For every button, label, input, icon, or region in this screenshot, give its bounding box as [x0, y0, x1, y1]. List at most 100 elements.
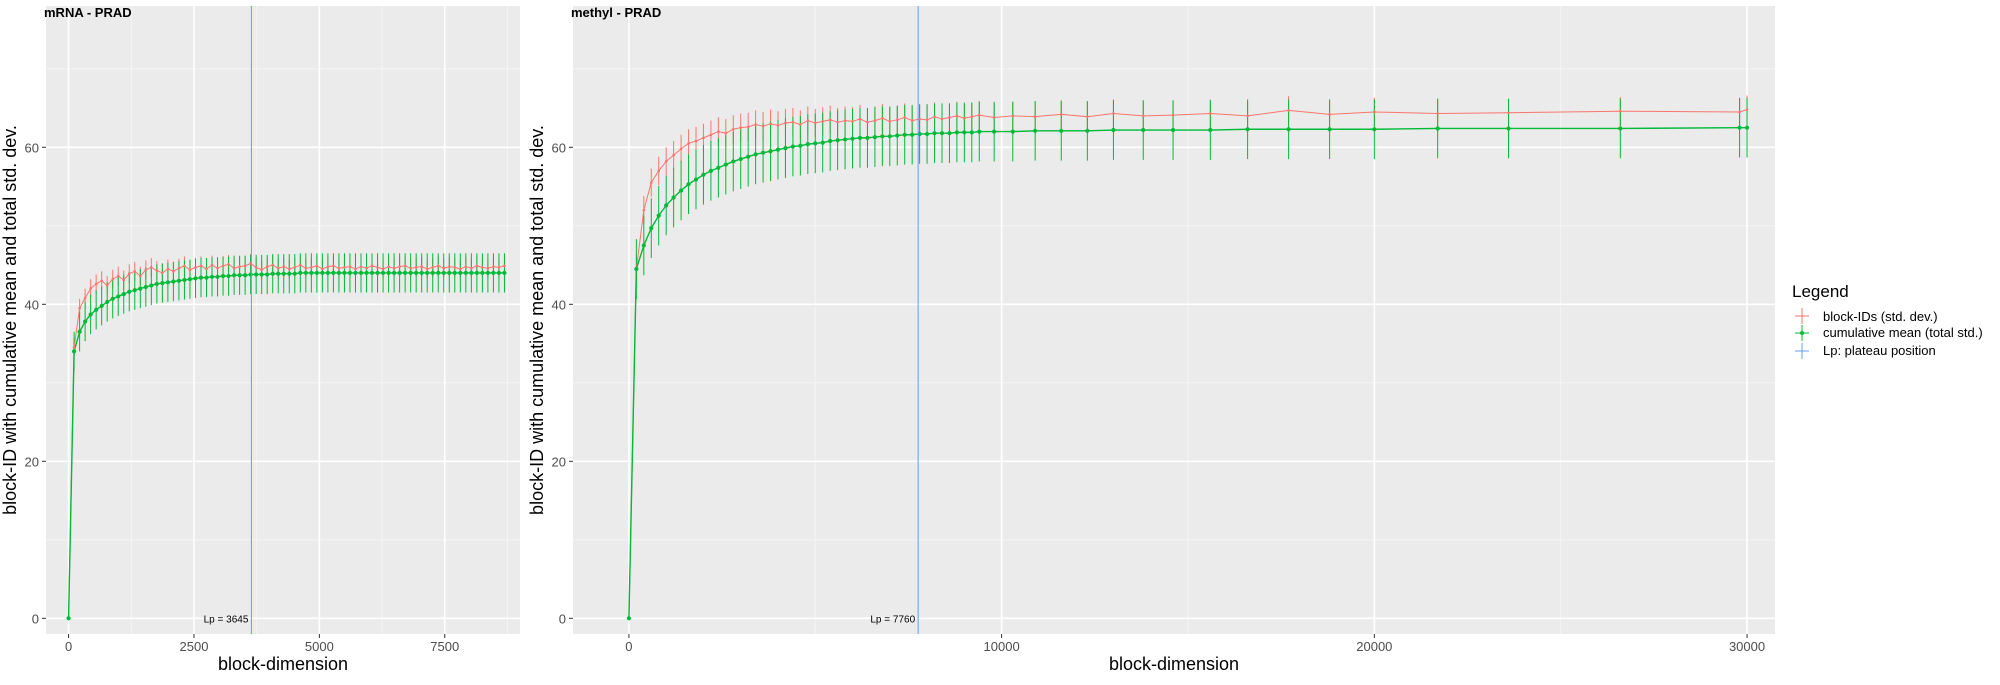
mean-point: [259, 272, 264, 277]
sd-point: [761, 124, 765, 128]
mean-point: [746, 154, 751, 159]
x-axis-label: block-dimension: [218, 654, 348, 674]
mean-point: [701, 172, 706, 177]
sd-point: [343, 266, 346, 269]
mean-point: [320, 270, 325, 275]
sd-point: [150, 266, 153, 269]
mean-point: [171, 279, 176, 284]
sd-point: [105, 284, 109, 287]
sd-point: [888, 120, 892, 123]
mean-point: [287, 271, 292, 276]
sd-point: [83, 296, 87, 300]
y-tick-label: 40: [25, 297, 39, 312]
mean-point: [83, 319, 88, 324]
mean-point: [226, 273, 231, 279]
sd-point: [724, 131, 728, 135]
sd-point: [895, 118, 899, 122]
sd-point: [127, 272, 131, 275]
sd-point: [1328, 113, 1331, 116]
sd-point: [866, 120, 869, 124]
sd-point: [332, 264, 335, 268]
sd-point: [464, 265, 468, 268]
sd-point: [486, 266, 490, 270]
mean-point: [237, 273, 242, 278]
mean-point: [775, 147, 781, 152]
mean-point: [1372, 127, 1377, 132]
sd-point: [453, 266, 457, 269]
sd-point: [769, 122, 772, 126]
mean-point: [686, 182, 691, 187]
legend-key-icon: [1795, 325, 1809, 341]
sd-point: [194, 266, 197, 269]
sd-point: [166, 267, 170, 271]
mean-point: [397, 270, 402, 275]
sd-point: [746, 125, 750, 129]
mean-point: [325, 270, 330, 275]
sd-point: [881, 116, 884, 120]
mean-point: [708, 168, 714, 173]
sd-point: [694, 139, 698, 143]
mean-point: [865, 135, 870, 140]
sd-point: [1033, 115, 1037, 118]
plateau-label: Lp = 3645: [204, 614, 249, 625]
y-axis-label: block-ID with cumulative mean and total …: [0, 125, 20, 515]
panel-methyl: 0 10000 20000 30000 0 20 40 60 methyl - PRAD bl…: [527, 5, 1775, 674]
sd-point: [739, 126, 743, 129]
mean-point: [154, 281, 159, 286]
sd-point: [470, 266, 473, 270]
mean-point: [160, 281, 165, 286]
sd-point: [122, 278, 126, 282]
mean-point: [248, 272, 253, 277]
sd-point: [1436, 112, 1439, 115]
mean-point: [425, 270, 430, 275]
plot-marks: [66, 6, 507, 634]
mean-point: [77, 329, 82, 334]
mean-point: [656, 213, 661, 218]
x-tick-label: 0: [65, 639, 72, 654]
mean-point: [485, 270, 490, 275]
mean-point: [716, 165, 721, 170]
sd-point: [1246, 114, 1249, 118]
mean-point: [66, 616, 71, 621]
sd-point: [1209, 112, 1212, 115]
sd-point: [776, 124, 780, 127]
x-tick-label: 20000: [1356, 639, 1392, 654]
y-tick-label: 0: [559, 611, 566, 626]
mean-point: [403, 270, 408, 275]
sd-point: [1745, 108, 1749, 111]
mean-point: [480, 270, 485, 275]
sd-point: [100, 279, 103, 283]
mean-point: [850, 136, 855, 141]
mean-point: [1033, 128, 1038, 133]
sd-point: [481, 266, 484, 269]
mean-point: [805, 142, 810, 147]
mean-point: [292, 271, 297, 276]
sd-point: [679, 147, 683, 151]
mean-point: [198, 275, 204, 280]
sd-point: [828, 118, 832, 122]
mean-point: [835, 138, 840, 143]
sd-point: [254, 266, 258, 269]
mean-point: [738, 156, 743, 162]
sd-point: [977, 113, 981, 117]
mean-point: [962, 130, 967, 135]
sd-point: [232, 266, 236, 270]
mean-point: [99, 303, 104, 308]
sd-point: [672, 153, 675, 157]
sd-point: [649, 181, 653, 184]
mean-point: [182, 277, 187, 283]
mean-point: [1170, 127, 1176, 133]
y-tick-label: 40: [552, 297, 566, 312]
sd-point: [144, 268, 148, 272]
mean-point: [220, 273, 226, 279]
mean-point: [243, 273, 248, 278]
mean-point: [1435, 126, 1440, 131]
mean-point: [783, 145, 788, 151]
sd-point: [304, 266, 308, 270]
panel-mrna: 0 2500 5000 7500 0 20 40 60 mRNA - PRAD block-d…: [0, 5, 520, 674]
sd-point: [1086, 115, 1089, 118]
sd-point: [1507, 111, 1510, 115]
sd-point: [436, 264, 440, 268]
sd-point: [702, 136, 705, 140]
